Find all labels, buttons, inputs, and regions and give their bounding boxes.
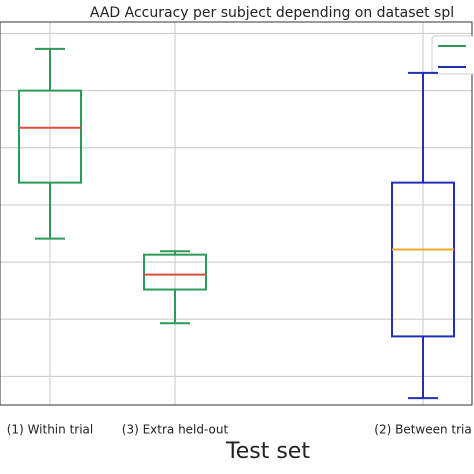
x-axis-label: Test set xyxy=(225,439,310,464)
x-tick-label: (1) Within trial xyxy=(7,423,93,437)
x-tick-label: (2) Between tria xyxy=(374,423,471,437)
box xyxy=(18,89,82,184)
plot-frame xyxy=(0,21,473,406)
x-tick-label: (3) Extra held-out xyxy=(122,423,229,437)
box xyxy=(143,253,207,291)
box xyxy=(391,181,455,338)
legend xyxy=(431,35,474,75)
chart-title: AAD Accuracy per subject depending on da… xyxy=(90,5,454,21)
